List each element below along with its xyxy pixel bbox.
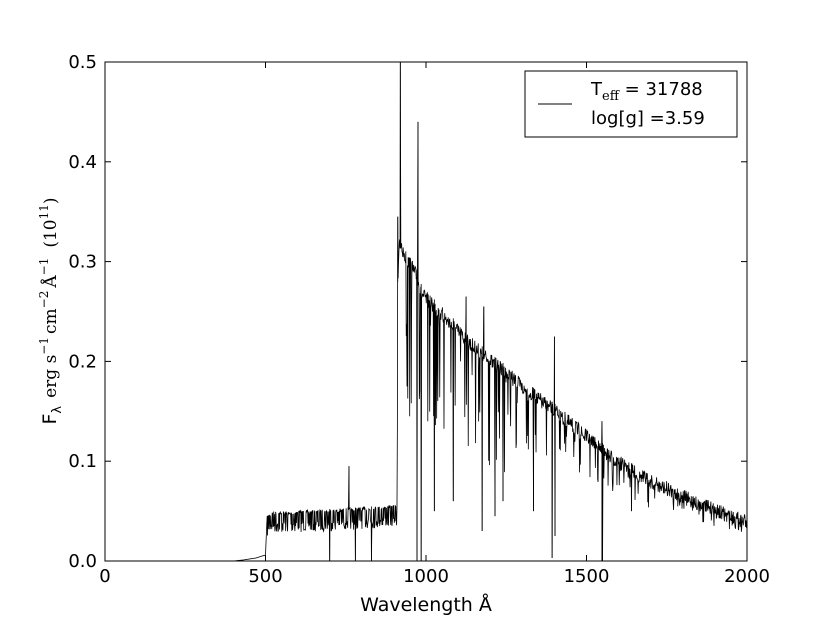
legend-teff: Teff = 31788 (590, 79, 703, 104)
y-label-flux: F (39, 414, 61, 425)
y-label-scale-close: ) (41, 197, 61, 204)
x-tick-label: 0 (99, 566, 110, 587)
x-tick-labels: 0 500 1000 1500 2000 (99, 566, 770, 587)
y-label-flux-sub: λ (50, 406, 65, 414)
x-tick-label: 1500 (564, 566, 610, 587)
y-tick-label: 0.1 (68, 451, 97, 472)
y-tick-label: 0.0 (68, 551, 97, 572)
axis-ticks (104, 61, 748, 562)
y-tick-label: 0.2 (68, 351, 97, 372)
y-label-cm: cm (41, 308, 61, 334)
y-label-scale: (10 (41, 219, 61, 247)
y-axis-label: Fλerg s−1cm−2Å−1(1011) (37, 197, 65, 424)
y-tick-label: 0.4 (68, 152, 97, 173)
y-label-angstrom: Å (40, 275, 61, 289)
y-label-exp-a: −1 (37, 258, 51, 276)
y-label-units: erg s (41, 355, 61, 398)
y-label-exp-cm: −2 (37, 291, 51, 309)
x-axis-label: Wavelength Å (360, 593, 492, 616)
svg-text:Fλerg s−1cm−2Å−1(1011): Fλerg s−1cm−2Å−1(1011) (37, 197, 65, 424)
y-label-scale-exp: 11 (37, 204, 51, 219)
y-tick-label: 0.3 (68, 252, 97, 273)
x-tick-label: 2000 (724, 566, 770, 587)
x-tick-label: 500 (248, 566, 282, 587)
y-label-exp-s: −1 (37, 337, 51, 355)
legend-logg: log[g] =3.59 (591, 108, 705, 129)
y-tick-label: 0.5 (68, 52, 97, 73)
x-tick-label: 1000 (403, 566, 449, 587)
y-tick-labels: 0.0 0.1 0.2 0.3 0.4 0.5 (68, 52, 97, 572)
legend: Teff = 31788 log[g] =3.59 (524, 70, 738, 138)
